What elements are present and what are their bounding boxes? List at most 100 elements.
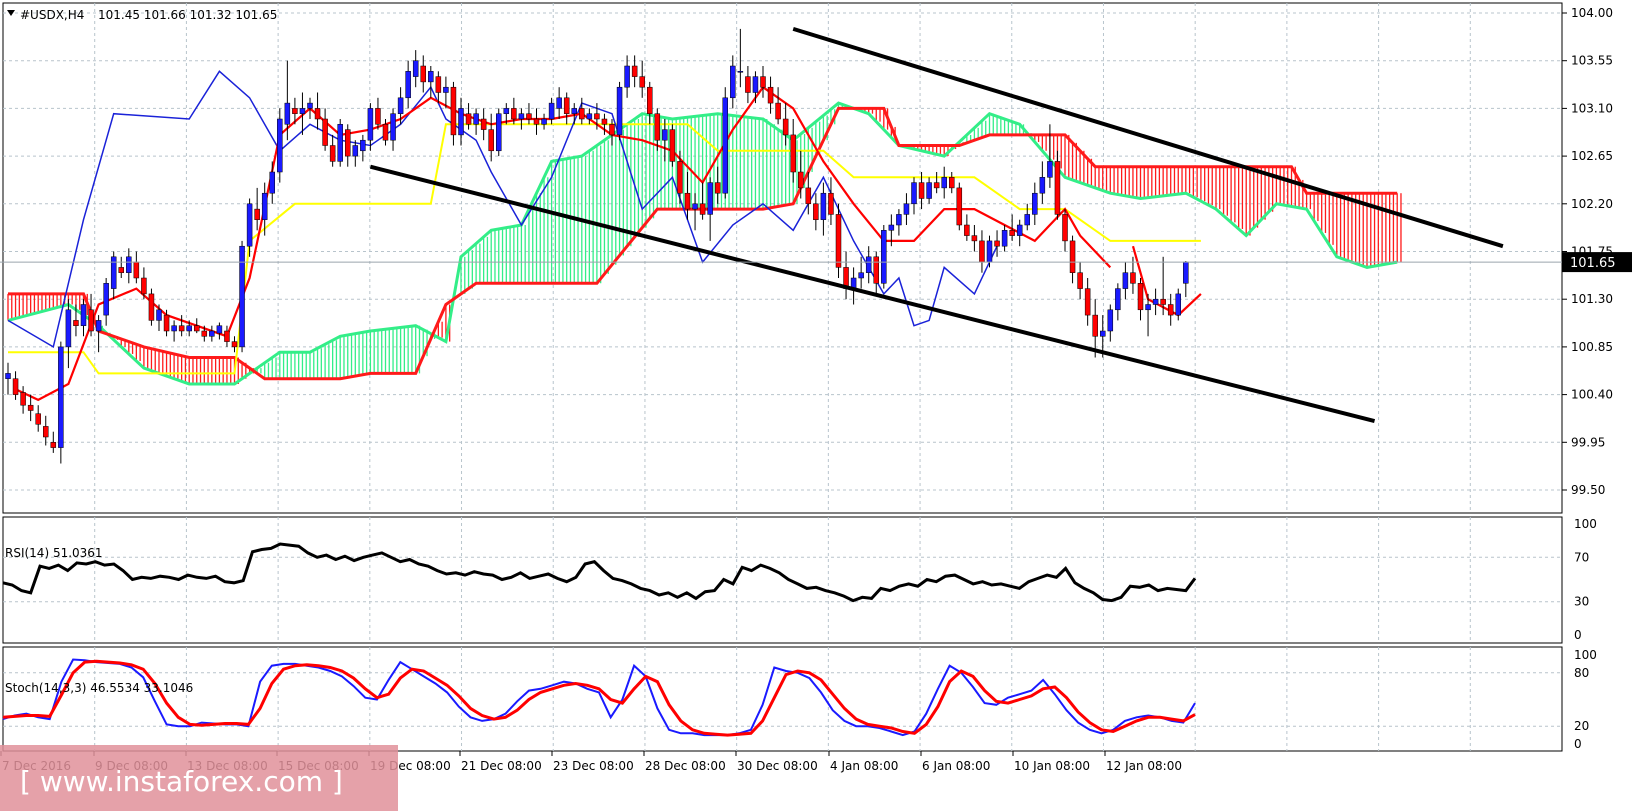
candle-bear <box>699 203 706 215</box>
x-tick-label: 28 Dec 08:00 <box>645 759 726 773</box>
candle-bull <box>903 203 910 215</box>
candle-bear <box>43 426 49 438</box>
candle-bear <box>601 118 608 125</box>
axes-labels: 7 Dec 20169 Dec 08:0013 Dec 08:0015 Dec … <box>0 6 1613 773</box>
candle-bear <box>1084 288 1091 316</box>
dropdown-triangle-icon[interactable] <box>7 10 15 16</box>
stoch-title: Stoch(14,3,3) 46.5534 33.1046 <box>5 681 193 695</box>
candle-bull <box>397 97 404 114</box>
x-tick-label: 6 Jan 08:00 <box>922 759 990 773</box>
candle-bear <box>563 97 570 114</box>
candle-bear <box>231 341 238 348</box>
candle-bear <box>631 65 638 77</box>
candle-bull <box>541 118 547 125</box>
candle-bear <box>805 187 812 205</box>
watermark-text: [ www.instaforex.com ] <box>20 765 343 798</box>
candle-bear <box>1077 272 1083 289</box>
x-tick-label: 12 Jan 08:00 <box>1106 759 1182 773</box>
price-tick-label: 104.00 <box>1571 6 1613 20</box>
x-tick-label: 10 Jan 08:00 <box>1014 759 1090 773</box>
candle-bear <box>322 118 328 146</box>
candle-bull <box>458 108 464 136</box>
rsi-line <box>2 542 1197 603</box>
candle-bull <box>171 325 177 332</box>
candle-bull <box>865 256 872 273</box>
candle-bull <box>1183 261 1189 284</box>
candle-bull <box>896 214 902 226</box>
candle-bear <box>511 108 517 120</box>
candle-bull <box>820 192 827 220</box>
candle-bull <box>360 139 366 152</box>
candle-bull <box>692 203 698 210</box>
candle-bull <box>307 102 313 109</box>
candle-bull <box>548 102 555 120</box>
stoch-signal-line <box>2 659 1196 737</box>
price-tick-label: 99.95 <box>1571 435 1605 449</box>
candle-bear <box>526 113 532 120</box>
candle-bear <box>201 330 208 337</box>
candlesticks <box>5 28 1189 464</box>
candle-bear <box>12 378 19 395</box>
candle-bull <box>1100 330 1106 337</box>
candle-bull <box>58 346 64 448</box>
candle-bull <box>737 71 744 73</box>
candle-bull <box>103 283 109 316</box>
candle-bear <box>760 76 766 88</box>
candle-bull <box>881 230 887 284</box>
candle-bear <box>714 182 721 194</box>
candle-bear <box>956 187 963 226</box>
candle-bear <box>35 413 41 425</box>
stoch-tick-label: 20 <box>1574 719 1589 733</box>
candle-bull <box>239 245 245 348</box>
candle-bear <box>654 113 661 141</box>
candle-bear <box>20 392 26 406</box>
candle-bear <box>345 129 351 157</box>
candle-bear <box>133 261 140 279</box>
candle-bear <box>254 208 260 220</box>
price-tick-label: 100.85 <box>1571 340 1613 354</box>
candle-bull <box>730 65 736 99</box>
candle-bull <box>473 113 479 125</box>
x-tick-label: 4 Jan 08:00 <box>830 759 898 773</box>
candle-bull <box>110 256 117 289</box>
candle-bear <box>382 124 389 141</box>
candle-bear <box>767 86 774 104</box>
candle-bull <box>1016 224 1023 236</box>
candle-bull <box>888 224 895 231</box>
rsi-tick-label: 0 <box>1574 628 1582 642</box>
candle-bear <box>27 404 34 411</box>
candle-bull <box>986 240 993 263</box>
candle-bull <box>503 108 510 114</box>
candle-bear <box>684 192 691 210</box>
panel-frames <box>2 2 1563 752</box>
candle-bear <box>835 214 842 268</box>
candle-bull <box>624 65 630 88</box>
candle-bull <box>337 124 343 162</box>
candle-bear <box>73 320 79 326</box>
candle-bull <box>405 71 411 99</box>
candle-bull <box>926 182 932 199</box>
candle-bear <box>579 108 585 120</box>
channel-lines <box>369 26 1504 424</box>
candle-bear <box>1092 314 1098 337</box>
candle-bear <box>148 293 155 321</box>
candle-bull <box>1047 161 1053 178</box>
candle-bear <box>314 108 321 120</box>
x-tick-label: 23 Dec 08:00 <box>553 759 634 773</box>
candle-bull <box>662 129 668 141</box>
watermark-background <box>0 745 398 811</box>
candle-bear <box>775 102 781 120</box>
candle-bull <box>216 325 223 334</box>
candle-bull <box>80 304 87 326</box>
candle-bear <box>118 267 124 273</box>
candle-bull <box>1115 288 1121 311</box>
candle-bear <box>1009 230 1015 236</box>
candle-bull <box>1039 177 1046 194</box>
candle-bear <box>949 177 955 189</box>
candle-bear <box>480 118 487 130</box>
candle-bear <box>782 118 789 136</box>
candle-bull <box>352 145 359 157</box>
candle-bull <box>911 182 917 205</box>
candle-bear <box>979 240 985 263</box>
candle-bull <box>1122 272 1129 289</box>
